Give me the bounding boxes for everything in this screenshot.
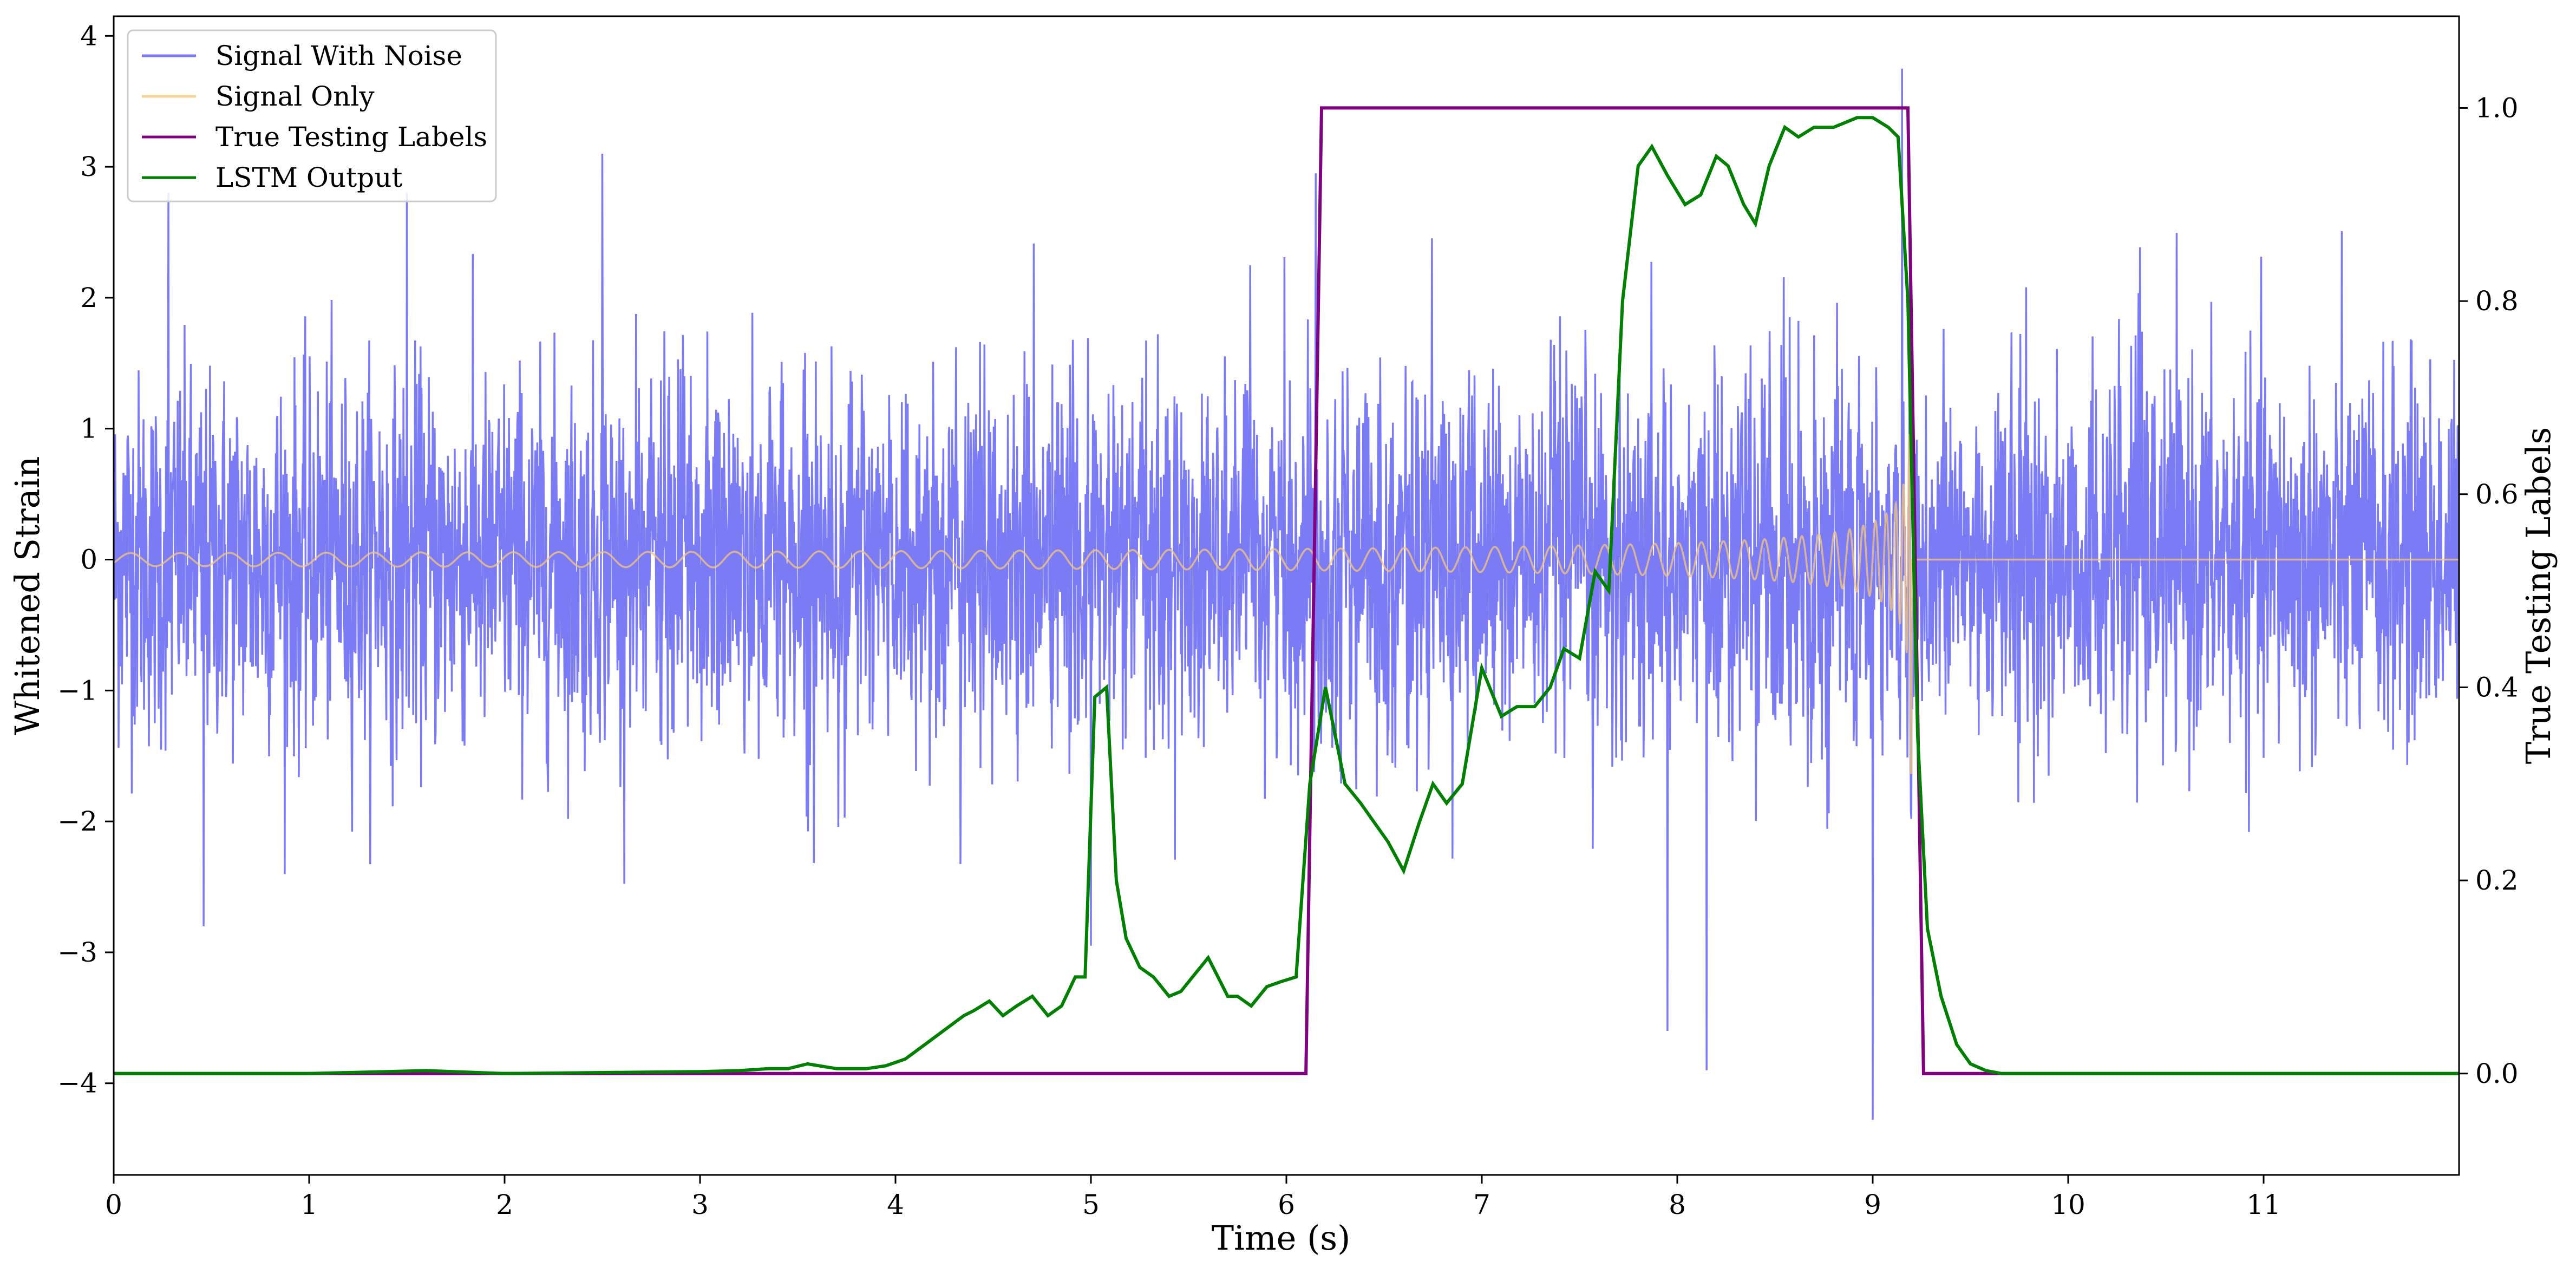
left-tick-label: −1 — [57, 675, 97, 706]
legend: Signal With Noise Signal Only True Testi… — [127, 29, 497, 202]
legend-label-signal-with-noise: Signal With Noise — [215, 40, 462, 71]
right-tick-label: 0.4 — [2475, 671, 2519, 703]
x-tick-label: 2 — [496, 1189, 513, 1220]
x-tick-label: 4 — [887, 1189, 904, 1220]
left-axis-ticks: −4 −3 −2 −1 0 1 2 3 4 — [57, 20, 114, 1099]
legend-entry-signal-with-noise: Signal With Noise — [142, 40, 462, 71]
right-tick-label: 0.6 — [2475, 479, 2519, 510]
left-tick-label: −4 — [57, 1068, 97, 1099]
legend-entry-signal-only: Signal Only — [142, 81, 375, 112]
x-axis-title: Time (s) — [1212, 1218, 1351, 1258]
right-tick-label: 0.8 — [2475, 285, 2519, 317]
right-tick-label: 0.2 — [2475, 865, 2519, 896]
plot-area — [114, 68, 2459, 1120]
x-tick-label: 6 — [1278, 1189, 1295, 1220]
legend-entry-lstm-output: LSTM Output — [142, 162, 402, 193]
right-tick-label: 0.0 — [2475, 1058, 2519, 1089]
series-signal-with-noise — [114, 68, 2459, 1120]
left-tick-label: −2 — [57, 806, 97, 837]
legend-label-signal-only: Signal Only — [215, 81, 375, 112]
right-axis-ticks: 0.0 0.2 0.4 0.6 0.8 1.0 — [2459, 92, 2519, 1089]
right-axis-title: True Testing Labels — [2519, 427, 2558, 765]
x-tick-label: 7 — [1473, 1189, 1490, 1220]
legend-entry-true-testing-labels: True Testing Labels — [142, 121, 487, 153]
left-tick-label: 4 — [80, 20, 97, 51]
right-tick-label: 1.0 — [2475, 92, 2519, 123]
legend-frame — [127, 29, 497, 202]
x-axis-ticks: 0 1 2 3 4 5 6 7 8 9 10 11 — [105, 1175, 2281, 1220]
x-tick-label: 1 — [300, 1189, 318, 1220]
x-tick-label: 5 — [1082, 1189, 1100, 1220]
legend-label-lstm-output: LSTM Output — [215, 162, 402, 193]
left-tick-label: 2 — [80, 282, 97, 313]
x-tick-label: 3 — [691, 1189, 709, 1220]
left-tick-label: 0 — [80, 544, 97, 576]
left-tick-label: 3 — [80, 151, 97, 182]
left-tick-label: −3 — [57, 937, 97, 968]
legend-label-true-testing-labels: True Testing Labels — [215, 121, 487, 153]
x-tick-label: 10 — [2051, 1189, 2085, 1220]
x-tick-label: 8 — [1669, 1189, 1686, 1220]
left-axis-title: Whitened Strain — [8, 456, 47, 735]
left-tick-label: 1 — [80, 413, 97, 445]
series-lstm-output — [114, 116, 2459, 1075]
x-tick-label: 9 — [1864, 1189, 1881, 1220]
x-tick-label: 11 — [2246, 1189, 2281, 1220]
series-signal-only — [114, 434, 2459, 774]
x-tick-label: 0 — [105, 1189, 122, 1220]
